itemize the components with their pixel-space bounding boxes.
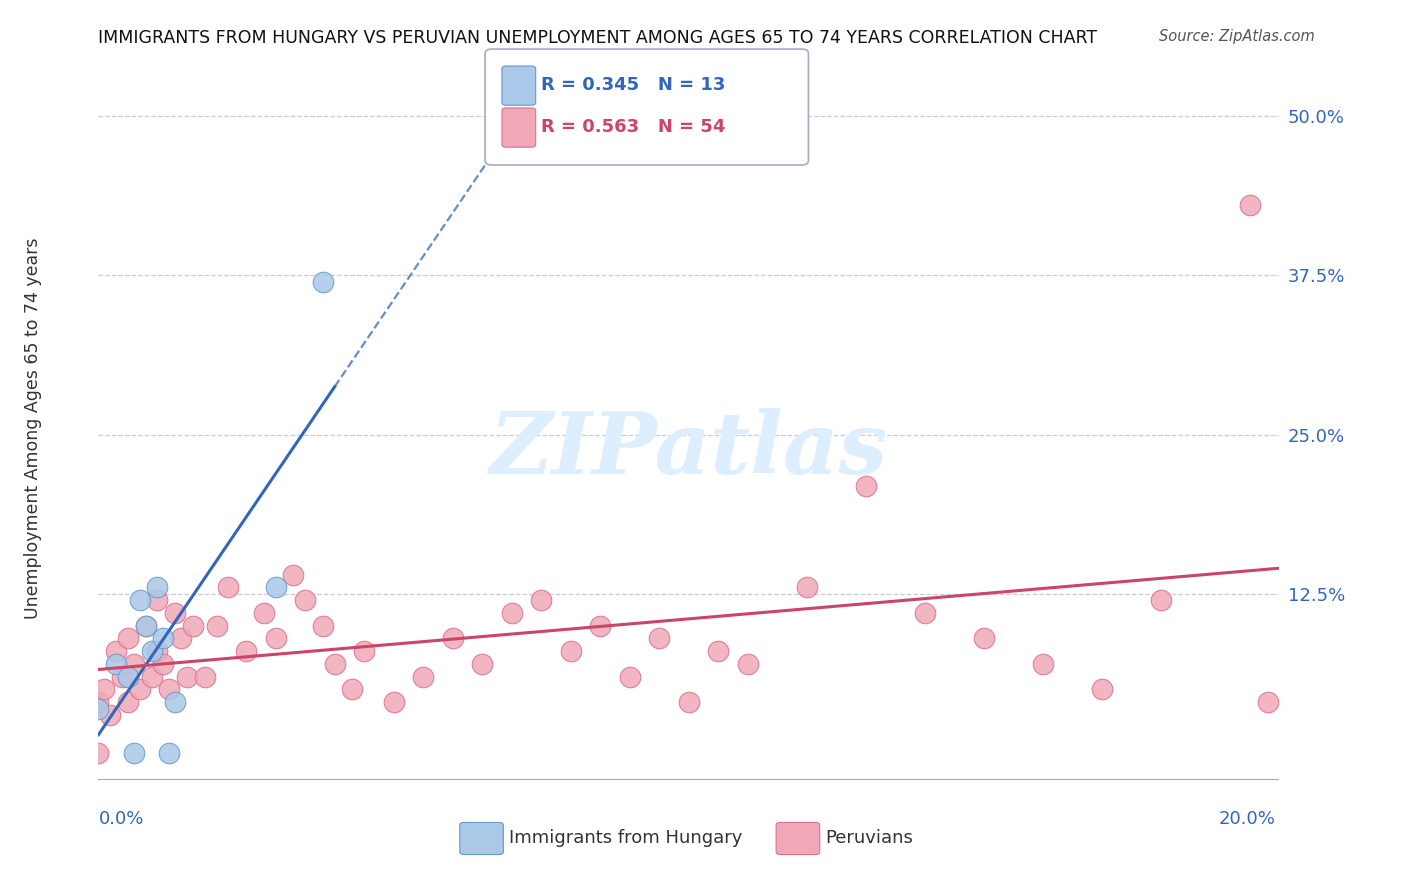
Point [1091,682,1114,697]
Point [353,644,375,658]
Point [441,632,464,646]
Point [122,657,145,671]
Point [205,618,228,632]
Point [181,618,204,632]
Point [264,632,287,646]
Point [146,644,169,658]
Point [87,746,110,760]
Point [176,670,198,684]
Point [796,581,818,595]
Point [117,695,139,709]
Point [471,657,494,671]
Point [737,657,759,671]
Point [312,618,335,632]
Point [253,606,276,620]
Point [323,657,346,671]
Point [135,618,157,632]
Point [157,682,180,697]
Point [560,644,582,658]
Point [619,670,641,684]
Text: Peruvians: Peruvians [825,830,914,847]
Text: R = 0.345   N = 13: R = 0.345 N = 13 [541,76,725,94]
Point [141,644,163,658]
Point [1257,695,1279,709]
Text: IMMIGRANTS FROM HUNGARY VS PERUVIAN UNEMPLOYMENT AMONG AGES 65 TO 74 YEARS CORRE: IMMIGRANTS FROM HUNGARY VS PERUVIAN UNEM… [98,29,1098,46]
Point [589,618,612,632]
Point [294,593,316,607]
Point [98,707,121,722]
Point [128,682,150,697]
Point [87,701,110,715]
Point [264,581,287,595]
Point [165,606,187,620]
Point [1032,657,1054,671]
Point [135,618,157,632]
Point [1150,593,1173,607]
Point [855,478,877,492]
Point [117,670,139,684]
Point [530,593,553,607]
Point [678,695,700,709]
Point [141,670,163,684]
Point [165,695,187,709]
Point [412,670,434,684]
Point [1239,198,1261,212]
Point [382,695,405,709]
Point [93,682,115,697]
Point [105,657,128,671]
Text: R = 0.563   N = 54: R = 0.563 N = 54 [541,118,725,136]
Point [157,746,180,760]
Point [914,606,936,620]
Point [87,695,110,709]
Point [342,682,364,697]
Point [194,670,217,684]
Point [152,632,174,646]
Point [283,567,305,582]
Point [170,632,193,646]
Text: Unemployment Among Ages 65 to 74 years: Unemployment Among Ages 65 to 74 years [24,237,42,619]
Point [146,593,169,607]
Point [312,275,335,289]
Point [122,746,145,760]
Text: Immigrants from Hungary: Immigrants from Hungary [509,830,742,847]
Point [217,581,239,595]
Text: 20.0%: 20.0% [1219,810,1275,828]
Point [973,632,995,646]
Point [235,644,257,658]
Point [648,632,671,646]
Point [707,644,730,658]
Point [152,657,174,671]
Text: 0.0%: 0.0% [98,810,143,828]
Point [117,632,139,646]
Text: ZIPatlas: ZIPatlas [489,408,889,491]
Point [111,670,134,684]
Text: Source: ZipAtlas.com: Source: ZipAtlas.com [1159,29,1315,44]
Point [105,644,128,658]
Point [128,593,150,607]
Point [146,581,169,595]
Point [501,606,523,620]
